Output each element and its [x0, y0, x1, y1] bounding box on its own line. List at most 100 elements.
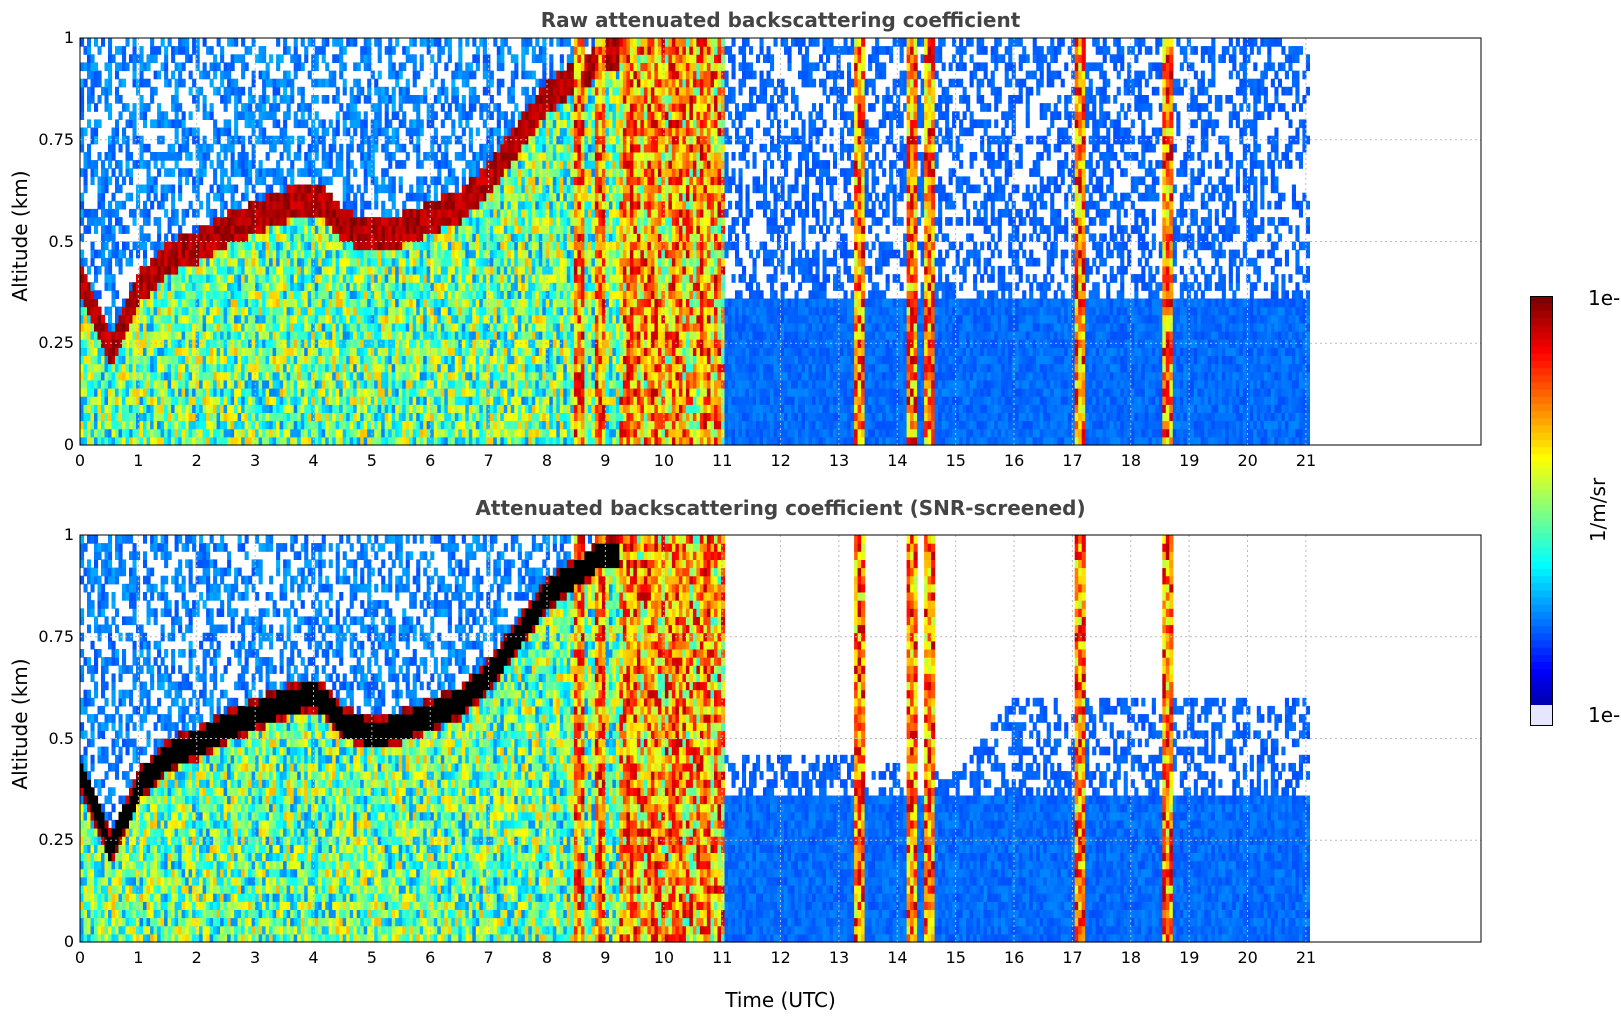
heatmap-cell [188, 420, 193, 430]
heatmap-cell [181, 233, 186, 243]
heatmap-cell [143, 404, 148, 413]
heatmap-cell [328, 225, 333, 234]
heatmap-cell [360, 396, 365, 405]
heatmap-cell [195, 363, 200, 373]
heatmap-cell [83, 412, 88, 422]
heatmap-cell [178, 290, 183, 299]
heatmap-cell [475, 217, 480, 226]
heatmap-cell [227, 436, 232, 446]
heatmap-cell [433, 176, 438, 186]
heatmap-cell [332, 38, 337, 47]
heatmap-cell [108, 396, 113, 405]
heatmap-cell [279, 331, 284, 340]
heatmap-cell [80, 396, 85, 405]
heatmap-cell [230, 339, 235, 348]
heatmap-cell [265, 371, 270, 381]
heatmap-cell [90, 388, 95, 397]
heatmap-cell [311, 412, 316, 422]
heatmap-cell [227, 339, 232, 348]
heatmap-cell [248, 265, 253, 275]
heatmap-cell [87, 62, 92, 72]
heatmap-cell [377, 379, 382, 389]
heatmap-cell [258, 274, 263, 283]
heatmap-cell [465, 233, 470, 243]
heatmap-cell [178, 257, 183, 267]
heatmap-cell [181, 404, 186, 413]
heatmap-cell [265, 420, 270, 430]
heatmap-cell [129, 412, 134, 422]
heatmap-cell [496, 241, 501, 251]
heatmap-cell [391, 404, 396, 413]
heatmap-cell [188, 233, 193, 243]
heatmap-cell [279, 168, 284, 177]
heatmap-cell [251, 404, 256, 413]
heatmap-cell [286, 200, 291, 210]
heatmap-cell [363, 428, 368, 438]
heatmap-cell [125, 347, 130, 356]
heatmap-cell [388, 241, 393, 251]
heatmap-cell [465, 225, 470, 234]
heatmap-cell [195, 62, 200, 72]
heatmap-cell [318, 314, 323, 324]
heatmap-cell [87, 396, 92, 405]
heatmap-cell [318, 306, 323, 316]
heatmap-cell [374, 265, 379, 275]
heatmap-cell [363, 298, 368, 308]
heatmap-cell [115, 127, 120, 137]
heatmap-cell [461, 290, 466, 299]
heatmap-cell [314, 233, 319, 243]
heatmap-cell [356, 428, 361, 438]
heatmap-cell [272, 241, 277, 251]
heatmap-cell [367, 54, 372, 63]
heatmap-cell [80, 103, 85, 112]
heatmap-cell [216, 127, 221, 137]
heatmap-cell [206, 428, 211, 438]
heatmap-cell [192, 95, 197, 104]
heatmap-cell [139, 225, 144, 234]
heatmap-cell [202, 420, 207, 430]
heatmap-cell [213, 331, 218, 340]
heatmap-cell [146, 331, 151, 340]
heatmap-cell [346, 184, 351, 194]
heatmap-cell [332, 331, 337, 340]
heatmap-cell [265, 135, 270, 145]
heatmap-cell [398, 404, 403, 413]
heatmap-cell [332, 290, 337, 299]
heatmap-cell [468, 192, 473, 202]
heatmap-cell [314, 306, 319, 316]
heatmap-cell [262, 78, 267, 88]
heatmap-cell [97, 347, 102, 356]
heatmap-cell [500, 396, 505, 405]
heatmap-cell [146, 363, 151, 373]
heatmap-cell [346, 404, 351, 413]
heatmap-cell [283, 363, 288, 373]
heatmap-cell [279, 274, 284, 283]
heatmap-cell [251, 127, 256, 137]
heatmap-cell [419, 371, 424, 381]
heatmap-cell [454, 298, 459, 308]
heatmap-cell [94, 249, 99, 259]
heatmap-cell [440, 436, 445, 446]
heatmap-cell [314, 282, 319, 291]
heatmap-cell [174, 322, 179, 332]
heatmap-cell [342, 265, 347, 275]
heatmap-cell [451, 396, 456, 405]
heatmap-cell [139, 314, 144, 324]
heatmap-cell [139, 95, 144, 104]
heatmap-cell [430, 290, 435, 299]
heatmap-cell [381, 208, 386, 218]
heatmap-cell [507, 371, 512, 381]
heatmap-cell [80, 274, 85, 283]
heatmap-cell [136, 363, 141, 373]
heatmap-cell [440, 200, 445, 210]
heatmap-cell [489, 282, 494, 291]
heatmap-cell [440, 331, 445, 340]
heatmap-cell [433, 257, 438, 267]
heatmap-cell [384, 355, 389, 365]
heatmap-cell [237, 339, 242, 348]
heatmap-cell [493, 257, 498, 267]
heatmap-cell [244, 257, 249, 267]
heatmap-cell [227, 274, 232, 283]
heatmap-cell [300, 225, 305, 234]
heatmap-cell [444, 86, 449, 96]
